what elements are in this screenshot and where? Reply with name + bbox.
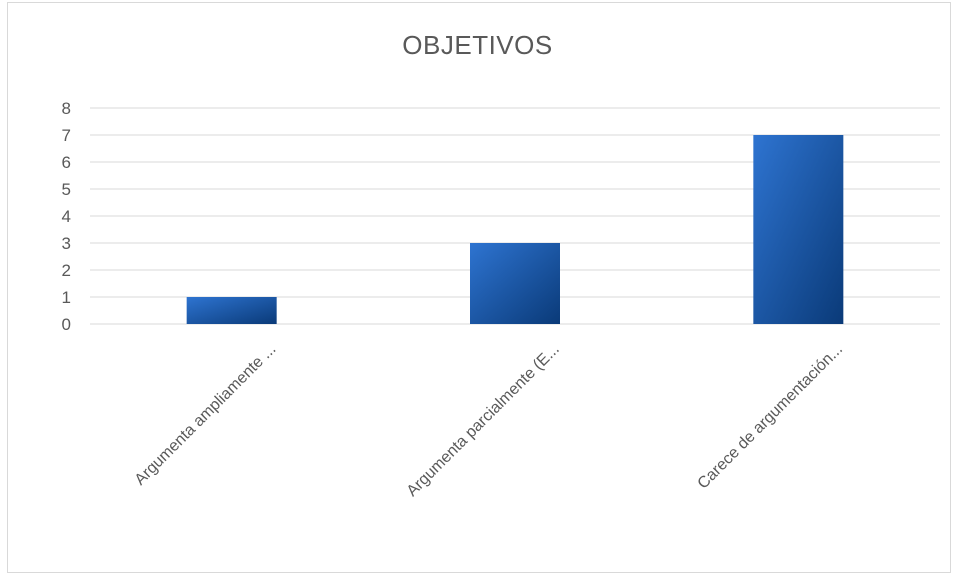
chart-title: OBJETIVOS [402, 30, 553, 60]
bar [753, 135, 844, 324]
x-tick-label: Argumenta ampliamente ... [132, 341, 280, 489]
y-tick-label: 7 [62, 126, 71, 145]
x-tick-label: Carece de argumentación... [695, 341, 847, 493]
bar [470, 243, 560, 324]
y-tick-label: 2 [62, 261, 71, 280]
y-tick-label: 8 [62, 99, 71, 118]
x-tick-label: Argumenta parcialmente (E... [404, 341, 563, 500]
y-tick-label: 1 [62, 288, 71, 307]
y-tick-label: 6 [62, 153, 71, 172]
bar [186, 297, 277, 324]
y-tick-label: 5 [62, 180, 71, 199]
y-tick-label: 3 [62, 234, 71, 253]
y-tick-label: 0 [62, 315, 71, 334]
y-tick-label: 4 [62, 207, 71, 226]
